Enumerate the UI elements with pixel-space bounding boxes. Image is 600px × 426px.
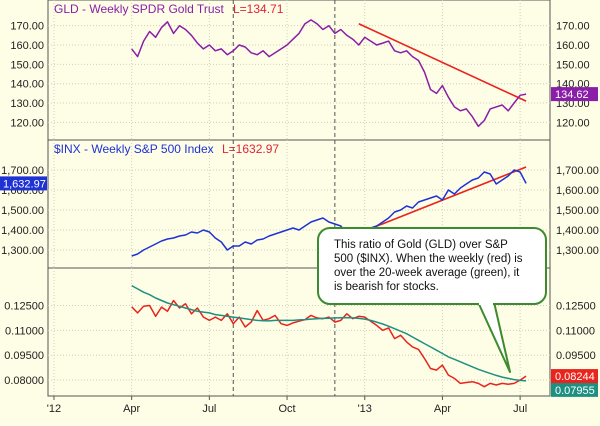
gld-last-label: L=134.71 — [233, 2, 284, 16]
gld-ytick-left: 130.00 — [10, 98, 44, 110]
ratio-ytick-left: 0.08000 — [4, 375, 44, 387]
ratio-last-value-text: 0.07955 — [555, 385, 595, 397]
spx-last-value-text-left: 1,632.97 — [3, 178, 46, 190]
gld-ytick-left: 140.00 — [10, 79, 44, 91]
gld-trendline — [358, 23, 527, 102]
ratio-series-0 — [131, 299, 527, 388]
spx-last-value-box-left — [0, 176, 47, 191]
annotation-callout: This ratio of Gold (GLD) over S&P 500 ($I… — [317, 227, 547, 373]
x-axis-ticks: '12 Apr Jul Oct '13 Apr Jul — [47, 396, 527, 415]
gld-ytick-left: 170.00 — [10, 21, 44, 33]
xtick-label: Apr — [434, 403, 451, 415]
xtick-label: Jul — [202, 403, 216, 415]
gld-last-value-text: 134.62 — [555, 89, 589, 101]
xtick-label: Jul — [513, 403, 527, 415]
xtick-label: '13 — [358, 403, 372, 415]
spx-ytick-left: 1,500.00 — [1, 205, 44, 217]
gld-ytick-right: 150.00 — [556, 59, 590, 71]
spx-last-label: L=1632.97 — [222, 142, 279, 156]
spx-ytick-right: 1,700.00 — [556, 165, 599, 177]
spx-series-0 — [131, 169, 527, 257]
ratio-ytick-right: 0.11000 — [556, 325, 595, 337]
spx-title: $INX - Weekly S&P 500 Index — [54, 142, 214, 156]
panel-ratio-frame — [47, 267, 551, 397]
ratio-ytick-left: 0.11000 — [5, 325, 44, 337]
gld-ytick-left: 160.00 — [10, 40, 44, 52]
ratio-last-value-box — [551, 369, 598, 384]
gld-ytick-left: 120.00 — [10, 117, 44, 129]
ratio-ytick-left: 0.09500 — [4, 350, 44, 362]
gld-last-value-box — [551, 87, 598, 102]
spx-ytick-left: 1,400.00 — [1, 225, 44, 237]
gld-series-0 — [131, 19, 527, 128]
spx-ytick-right: 1,500.00 — [556, 205, 599, 217]
callout-text: This ratio of Gold (GLD) over S&P 500 ($I… — [334, 239, 523, 293]
callout-pointer-cover — [479, 300, 493, 305]
gld-ytick-right: 170.00 — [556, 21, 590, 33]
spx-ytick-right: 1,600.00 — [556, 185, 599, 197]
series-lines — [131, 19, 527, 388]
spx-ytick-right: 1,400.00 — [556, 225, 599, 237]
callout-line: is bearish for stocks. — [334, 281, 439, 293]
ratio-ytick-right: 0.09500 — [556, 350, 596, 362]
xtick-label: Apr — [123, 403, 140, 415]
ratio-series-1 — [131, 284, 527, 382]
callout-line: This ratio of Gold (GLD) over S&P — [334, 239, 508, 251]
gld-title: GLD - Weekly SPDR Gold Trust — [54, 2, 224, 16]
spx-ytick-left: 1,300.00 — [1, 245, 44, 257]
callout-box — [317, 227, 547, 305]
gld-ytick-left: 150.00 — [10, 59, 44, 71]
gld-ytick-right: 160.00 — [556, 40, 590, 52]
gld-ytick-right: 120.00 — [556, 117, 590, 129]
callout-line: over the 20-week average (green), it — [334, 267, 520, 279]
ratio-last-value-text: 0.08244 — [555, 371, 595, 383]
xtick-label: Oct — [278, 403, 295, 415]
callout-line: 500 ($INX). When the weekly (red) is — [334, 253, 523, 265]
ratio-last-value-box — [551, 382, 598, 397]
last-value-labels: 134.62 1,632.97 0.07955 0.08244 — [0, 87, 598, 397]
xtick-label: '12 — [47, 403, 61, 415]
spx-ytick-left: 1,700.00 — [1, 165, 44, 177]
ratio-ytick-left: 0.12500 — [4, 300, 44, 312]
spx-ytick-right: 1,300.00 — [556, 245, 599, 257]
ratio-ytick-right: 0.12500 — [556, 300, 596, 312]
